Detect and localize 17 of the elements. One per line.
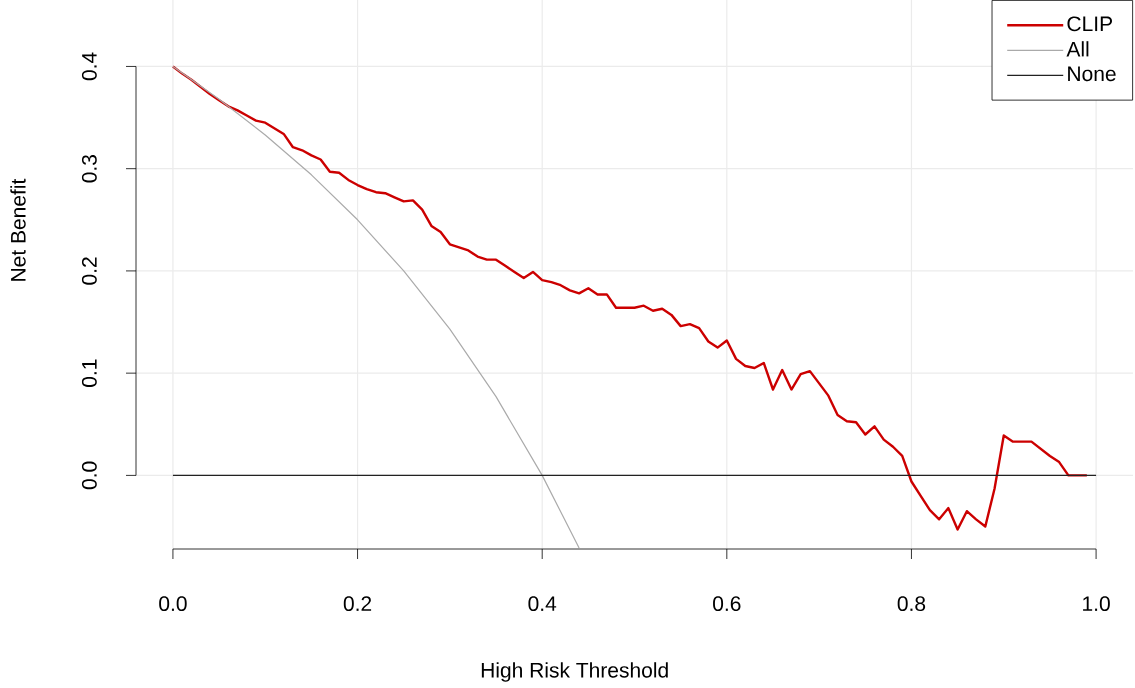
legend-label: None [1068,66,1116,82]
y-tick-label: 0.4 [81,52,97,81]
x-tick-label: 0.8 [897,596,926,612]
legend-label: CLIP [1067,16,1112,32]
y-axis-title: Net Benefit [10,178,26,281]
y-tick-label: 0.2 [81,257,97,285]
y-tick-label: 0.1 [81,359,97,387]
x-tick-label: 0.6 [713,596,741,612]
x-axis-title: High Risk Threshold [481,662,668,682]
line-series [172,65,580,549]
x-tick-label: 0.2 [343,596,372,612]
x-tick-label: 0.0 [159,596,187,612]
y-tick-label: 0.0 [81,461,97,490]
legend-label: All [1066,41,1089,57]
x-tick-label: 1.0 [1083,596,1110,612]
x-tick-label: 0.4 [528,596,557,612]
y-tick-label: 0.3 [81,155,97,183]
